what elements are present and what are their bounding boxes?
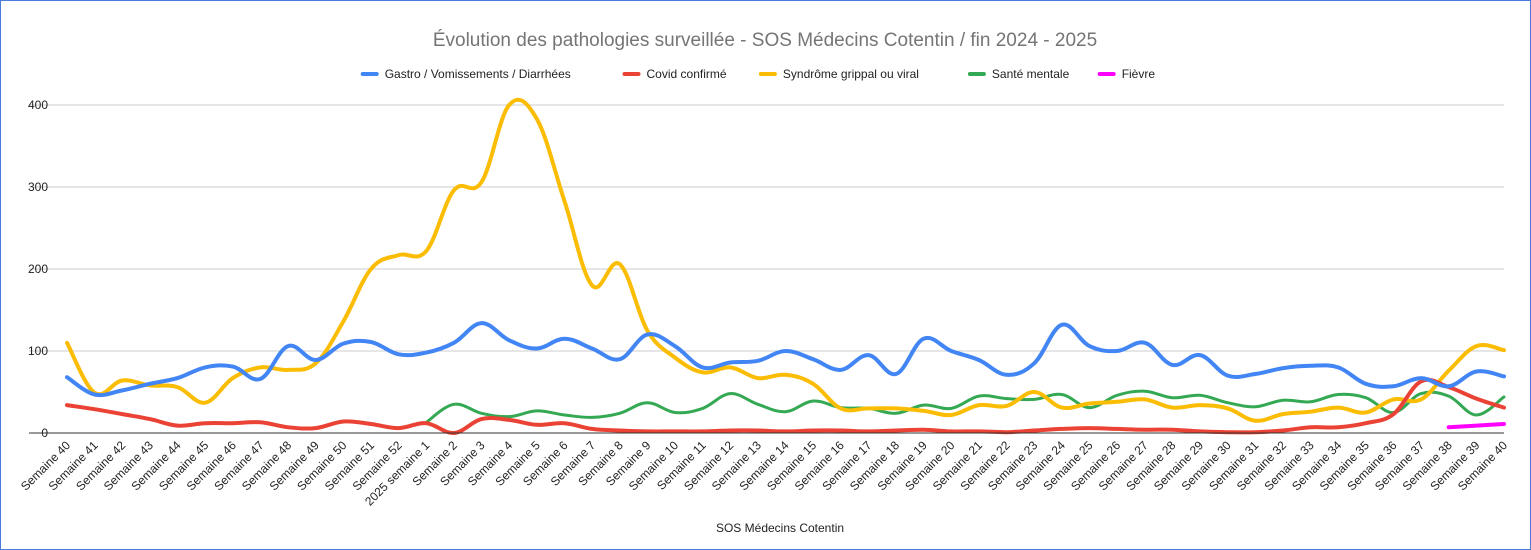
series-4 [1446, 422, 1506, 430]
series-line [65, 321, 1506, 398]
legend-label: Syndrôme grippal ou viral [783, 67, 919, 81]
chart-legend: Gastro / Vomissements / Diarrhées Covid c… [360, 67, 1156, 81]
y-tick-label: 400 [28, 98, 48, 112]
series-line [65, 97, 1506, 423]
x-axis-label: SOS Médecins Cotentin [716, 521, 844, 535]
chart-title: Évolution des pathologies surveillée - S… [433, 30, 1097, 51]
series-3 [424, 389, 1506, 424]
series-line [65, 377, 1506, 435]
y-tick-label: 300 [28, 180, 48, 194]
legend-label: Fièvre [1122, 67, 1156, 81]
series-layer [65, 97, 1506, 435]
y-tick-label: 200 [28, 262, 48, 276]
legend-item-4[interactable]: Fièvre [1097, 67, 1156, 81]
chart-gridlines [29, 104, 1504, 352]
legend-item-1[interactable]: Covid confirmé [622, 67, 727, 81]
series-line [424, 389, 1506, 424]
legend-label: Gastro / Vomissements / Diarrhées [385, 67, 571, 81]
legend-item-0[interactable]: Gastro / Vomissements / Diarrhées [360, 67, 571, 81]
legend-item-2[interactable]: Syndrôme grippal ou viral [758, 67, 919, 81]
series-0 [65, 321, 1506, 398]
legend-label: Santé mentale [992, 67, 1070, 81]
series-line [1446, 422, 1506, 430]
series-2 [65, 97, 1506, 423]
legend-item-3[interactable]: Santé mentale [967, 67, 1070, 81]
series-1 [65, 377, 1506, 435]
legend-label: Covid confirmé [647, 67, 727, 81]
y-tick-label: 100 [28, 344, 48, 358]
